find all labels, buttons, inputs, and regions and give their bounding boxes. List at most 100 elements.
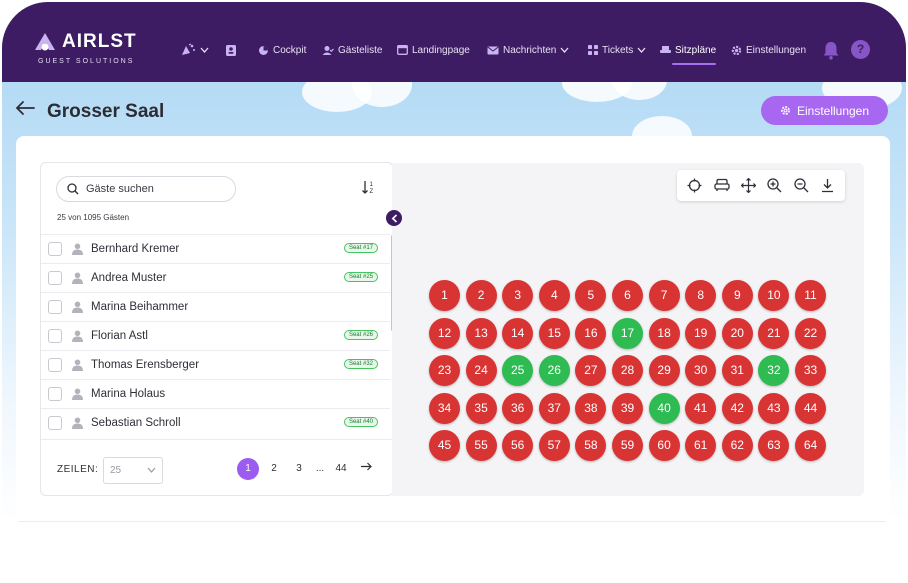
zoom-out-button[interactable] xyxy=(794,178,809,198)
seat-33[interactable]: 33 xyxy=(795,355,826,386)
seat-42[interactable]: 42 xyxy=(721,392,753,424)
seat-27[interactable]: 27 xyxy=(575,355,607,386)
next-page-button[interactable] xyxy=(358,458,374,480)
seat-21[interactable]: 21 xyxy=(758,317,790,349)
seat-29[interactable]: 29 xyxy=(648,355,680,386)
seat-9[interactable]: 9 xyxy=(721,280,753,311)
seat-43[interactable]: 43 xyxy=(758,392,790,424)
list-item[interactable]: Bernhard Kremer Seat #17 xyxy=(41,234,390,263)
row-checkbox[interactable] xyxy=(48,300,62,314)
seat-17[interactable]: 17 xyxy=(612,317,643,349)
seat-62[interactable]: 62 xyxy=(721,430,753,461)
seat-63[interactable]: 63 xyxy=(758,430,790,461)
seat-32[interactable]: 32 xyxy=(758,355,790,386)
seat-23[interactable]: 23 xyxy=(429,355,460,386)
seat-4[interactable]: 4 xyxy=(538,280,570,311)
seat-39[interactable]: 39 xyxy=(612,392,643,424)
seat-37[interactable]: 37 xyxy=(538,392,570,424)
add-seat-button[interactable] xyxy=(714,178,730,197)
back-button[interactable] xyxy=(15,100,35,121)
row-checkbox[interactable] xyxy=(48,271,62,285)
seat-5[interactable]: 5 xyxy=(575,280,607,311)
seat-40[interactable]: 40 xyxy=(648,392,680,424)
nav-sitzplaene[interactable]: Sitzpläne xyxy=(660,42,716,58)
seat-31[interactable]: 31 xyxy=(721,355,753,386)
row-checkbox[interactable] xyxy=(48,329,62,343)
rows-per-page-label: ZEILEN: xyxy=(57,464,99,475)
seat-44[interactable]: 44 xyxy=(795,392,826,424)
list-item[interactable]: Marina Holaus xyxy=(41,379,390,408)
list-item[interactable]: Sebastian Schroll Seat #40 xyxy=(41,408,390,437)
row-checkbox[interactable] xyxy=(48,387,62,401)
row-checkbox[interactable] xyxy=(48,416,62,430)
notifications-button[interactable] xyxy=(822,41,840,65)
seat-13[interactable]: 13 xyxy=(465,317,497,349)
brand-logo[interactable]: AIRLST GUEST SOLUTIONS xyxy=(34,32,137,65)
seat-11[interactable]: 11 xyxy=(795,280,826,311)
seat-60[interactable]: 60 xyxy=(648,430,680,461)
collapse-panel-button[interactable] xyxy=(386,210,402,226)
seat-2[interactable]: 2 xyxy=(465,280,497,311)
event-switcher[interactable] xyxy=(180,42,209,58)
nav-landingpage[interactable]: Landingpage xyxy=(397,42,470,58)
seat-59[interactable]: 59 xyxy=(612,430,643,461)
seat-3[interactable]: 3 xyxy=(502,280,534,311)
rows-per-page-select[interactable]: 25 xyxy=(103,457,163,484)
download-button[interactable] xyxy=(821,178,834,198)
move-button[interactable] xyxy=(740,177,757,198)
seat-34[interactable]: 34 xyxy=(429,392,460,424)
list-item[interactable]: Florian Astl Seat #26 xyxy=(41,321,390,350)
seat-7[interactable]: 7 xyxy=(648,280,680,311)
nav-nachrichten[interactable]: Nachrichten xyxy=(487,42,569,58)
nav-tickets[interactable]: Tickets xyxy=(588,42,646,58)
seat-22[interactable]: 22 xyxy=(795,317,826,349)
page-button-2[interactable]: 2 xyxy=(271,463,277,474)
seat-15[interactable]: 15 xyxy=(538,317,570,349)
seat-26[interactable]: 26 xyxy=(538,355,570,386)
seat-10[interactable]: 10 xyxy=(758,280,790,311)
seat-45[interactable]: 45 xyxy=(429,430,460,461)
seat-24[interactable]: 24 xyxy=(465,355,497,386)
page-button-44[interactable]: 44 xyxy=(335,463,347,474)
seat-16[interactable]: 16 xyxy=(575,317,607,349)
seat-61[interactable]: 61 xyxy=(685,430,717,461)
row-checkbox[interactable] xyxy=(48,242,62,256)
seat-25[interactable]: 25 xyxy=(502,355,534,386)
list-item[interactable]: Marina Beihammer xyxy=(41,292,390,321)
seat-55[interactable]: 55 xyxy=(465,430,497,461)
nav-einstellungen[interactable]: Einstellungen xyxy=(731,42,806,58)
seat-38[interactable]: 38 xyxy=(575,392,607,424)
center-view-button[interactable] xyxy=(687,178,702,198)
seat-28[interactable]: 28 xyxy=(612,355,643,386)
seat-18[interactable]: 18 xyxy=(648,317,680,349)
seating-settings-button[interactable]: Einstellungen xyxy=(761,96,888,125)
nav-sitzplaene-label: Sitzpläne xyxy=(675,44,717,56)
seat-20[interactable]: 20 xyxy=(721,317,753,349)
seat-64[interactable]: 64 xyxy=(795,430,826,461)
seat-12[interactable]: 12 xyxy=(429,317,460,349)
list-item[interactable]: Thomas Erensberger Seat #32 xyxy=(41,350,390,379)
nav-cockpit[interactable]: Cockpit xyxy=(258,42,306,58)
page-button-1[interactable]: 1 xyxy=(237,458,259,480)
nav-gaesteliste[interactable]: Gästeliste xyxy=(322,42,382,58)
seat-41[interactable]: 41 xyxy=(685,392,717,424)
seat-1[interactable]: 1 xyxy=(429,280,460,311)
seat-8[interactable]: 8 xyxy=(685,280,717,311)
seat-6[interactable]: 6 xyxy=(612,280,643,311)
help-button[interactable]: ? xyxy=(851,40,870,59)
seat-56[interactable]: 56 xyxy=(502,430,534,461)
seat-14[interactable]: 14 xyxy=(502,317,534,349)
zoom-in-button[interactable] xyxy=(767,178,782,198)
page-button-3[interactable]: 3 xyxy=(296,463,302,474)
seat-57[interactable]: 57 xyxy=(538,430,570,461)
seat-19[interactable]: 19 xyxy=(685,317,717,349)
seat-58[interactable]: 58 xyxy=(575,430,607,461)
seat-36[interactable]: 36 xyxy=(502,392,534,424)
row-checkbox[interactable] xyxy=(48,358,62,372)
seat-30[interactable]: 30 xyxy=(685,355,717,386)
guest-search-field[interactable]: Gäste suchen xyxy=(56,176,236,202)
list-item[interactable]: Andrea Muster Seat #25 xyxy=(41,263,390,292)
contact-book-button[interactable] xyxy=(225,42,237,58)
seat-35[interactable]: 35 xyxy=(465,392,497,424)
